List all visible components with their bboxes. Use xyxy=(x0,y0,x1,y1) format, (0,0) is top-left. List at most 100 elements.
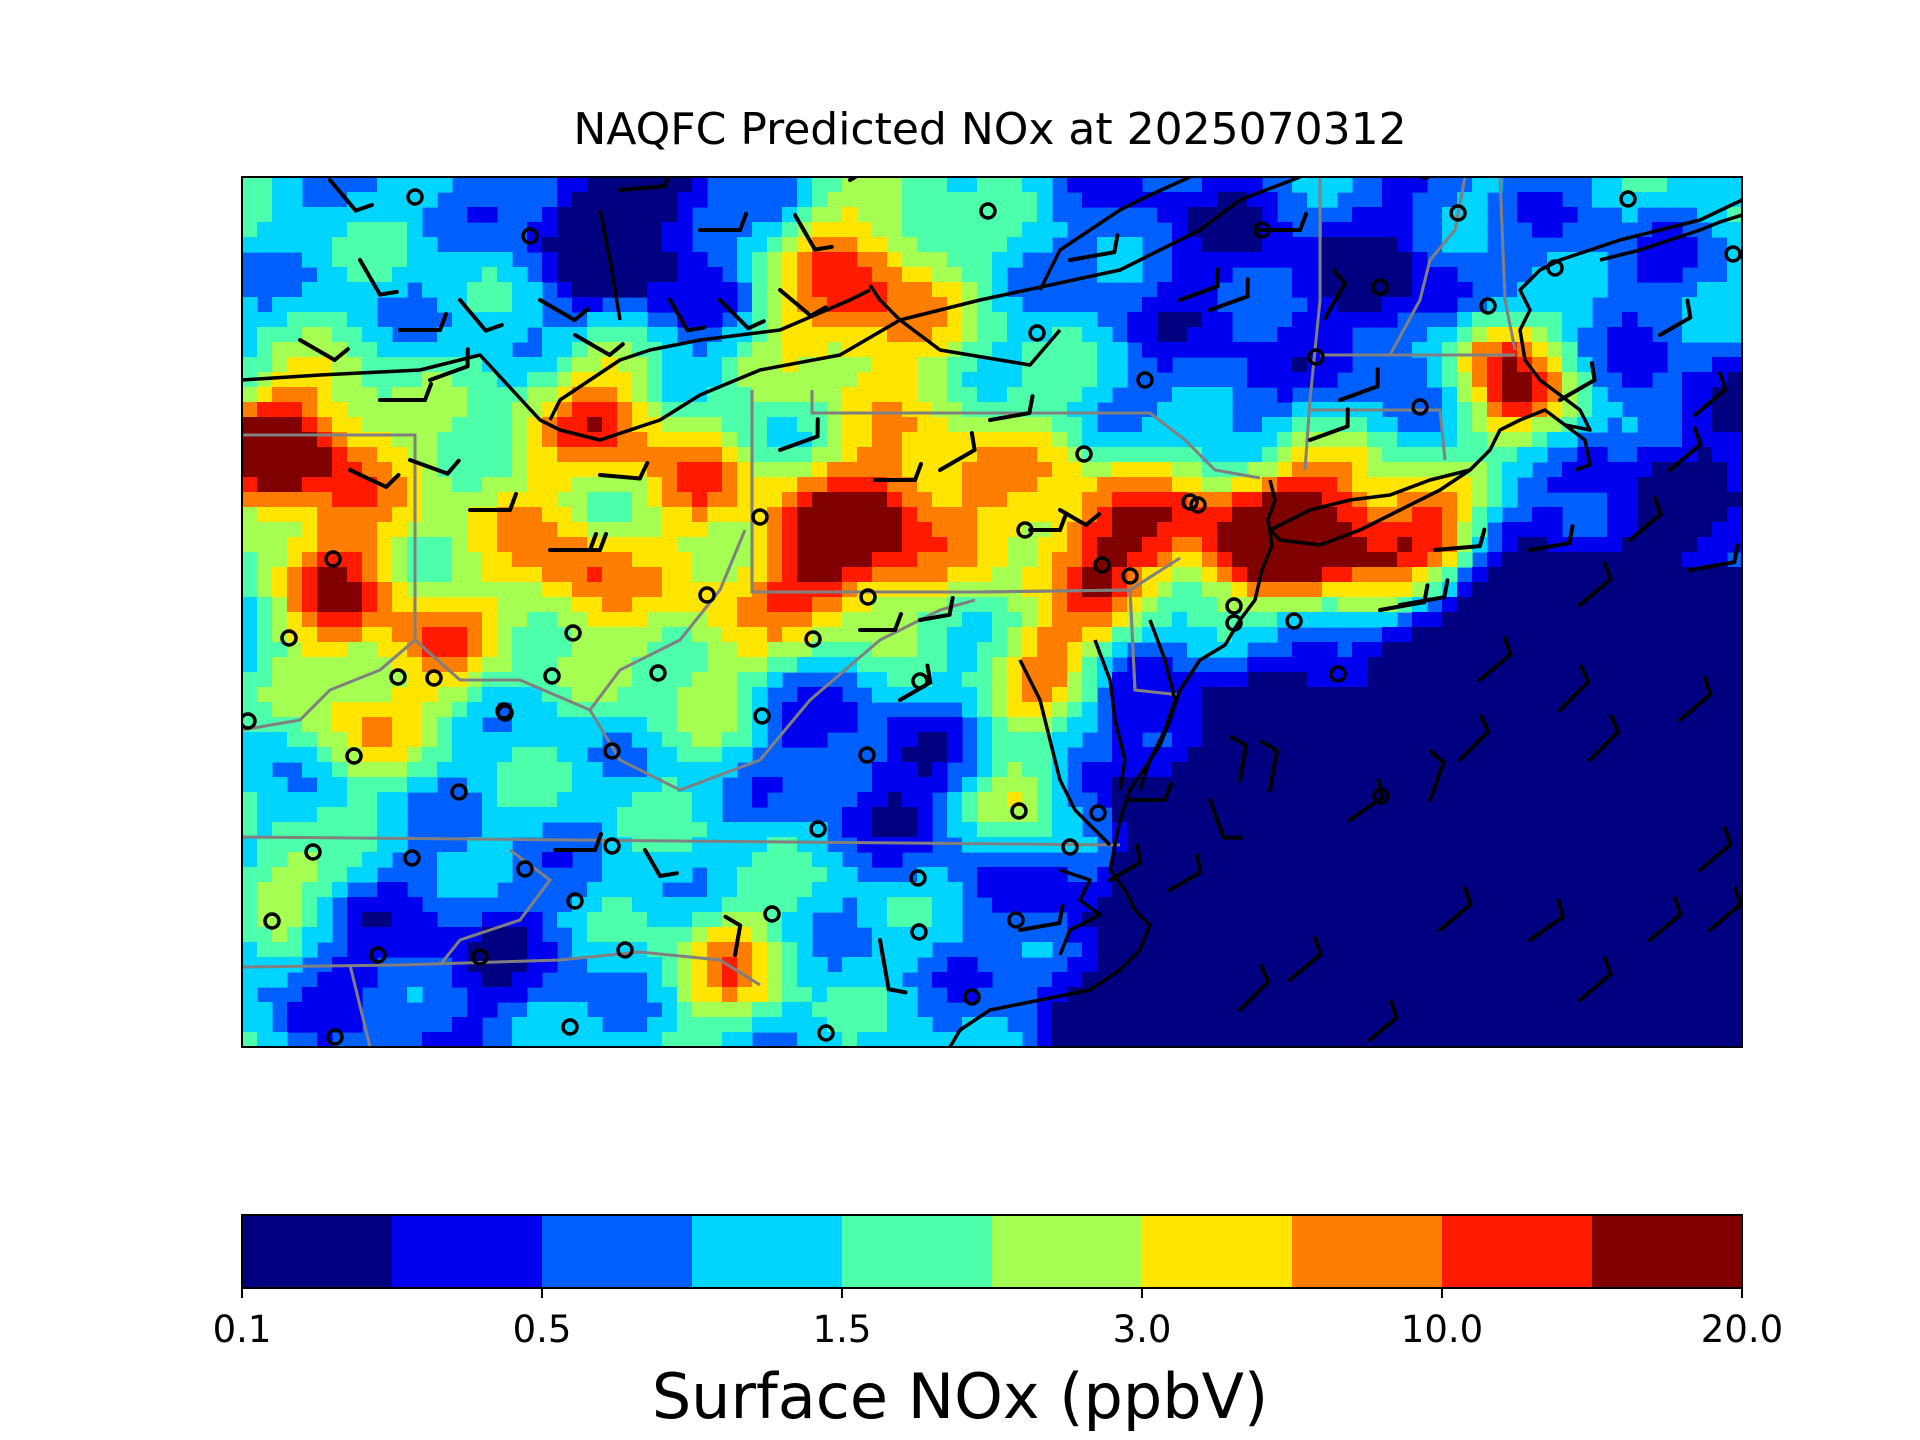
wind-barb xyxy=(298,338,350,362)
wind-barb xyxy=(538,298,590,322)
border-virginia-south xyxy=(242,835,1121,847)
wind-barb xyxy=(1578,561,1613,607)
wind-barb xyxy=(848,177,883,182)
observation-site xyxy=(561,1018,579,1036)
observation-site xyxy=(1307,348,1325,366)
cbar-tick-label: 20.0 xyxy=(1700,1308,1784,1351)
colorbar-frame xyxy=(241,1214,1743,1289)
observation-site xyxy=(804,630,822,648)
wind-barb xyxy=(1708,886,1742,932)
wind-barb xyxy=(1698,826,1733,872)
wind-barb xyxy=(1308,407,1350,442)
observation-site xyxy=(603,837,621,855)
wind-barb xyxy=(378,382,433,402)
wind-barb xyxy=(1378,583,1430,612)
wind-barb xyxy=(718,298,766,331)
observation-site xyxy=(1028,324,1046,342)
observation-site xyxy=(1136,371,1154,389)
observation-site xyxy=(516,860,534,878)
observation-site xyxy=(324,550,342,568)
cbar-tick-label: 1.5 xyxy=(812,1308,872,1351)
border-new-hampshire xyxy=(1498,177,1517,351)
border-vermont xyxy=(1388,177,1467,356)
observation-site xyxy=(1418,177,1432,180)
observation-site xyxy=(1010,802,1028,820)
nc-coast xyxy=(948,844,1152,1047)
map-title: NAQFC Predicted NOx at 2025070312 xyxy=(573,104,1407,155)
observation-site xyxy=(1724,245,1742,263)
wind-barb xyxy=(1208,277,1250,312)
wind-barb xyxy=(878,938,908,995)
observation-site xyxy=(1329,665,1347,683)
wind-barb xyxy=(858,612,903,632)
cbar-tick-label: 0.5 xyxy=(512,1308,572,1351)
wind-barb xyxy=(558,532,608,552)
wind-barb xyxy=(1058,508,1102,527)
observation-site xyxy=(1619,190,1637,208)
observation-site xyxy=(1181,493,1199,511)
wind-barb xyxy=(468,492,518,512)
observation-site xyxy=(521,227,539,245)
observation-site xyxy=(1372,787,1390,805)
observation-site xyxy=(1225,614,1243,632)
observation-site xyxy=(450,783,468,801)
observation-site xyxy=(1253,221,1271,239)
border-west-virginia xyxy=(588,529,976,792)
wind-barb xyxy=(643,848,679,878)
observation-site xyxy=(425,669,443,687)
observation-site xyxy=(817,1024,835,1042)
wind-barb xyxy=(573,333,625,357)
colorbar-ticks xyxy=(241,1288,1743,1298)
observation-site xyxy=(1075,445,1093,463)
observation-site xyxy=(751,508,769,526)
wind-barb xyxy=(1528,524,1575,552)
wind-barb xyxy=(723,914,743,957)
colorbar-segment xyxy=(392,1215,543,1288)
colorbar-segment xyxy=(992,1215,1143,1288)
colorbar-segment xyxy=(1592,1215,1743,1288)
observation-site xyxy=(1089,804,1107,822)
wind-barb xyxy=(398,312,448,332)
wind-barb xyxy=(328,178,374,213)
border-tennessee xyxy=(348,964,372,1047)
observation-site xyxy=(1016,521,1034,539)
border-va-wv-south xyxy=(438,848,553,966)
wind-barb xyxy=(428,347,470,382)
border-connecticut xyxy=(1310,408,1447,461)
wind-barb xyxy=(698,212,748,232)
wind-barb xyxy=(1693,371,1728,417)
wind-barb xyxy=(358,258,399,297)
st-lawrence xyxy=(1038,177,1191,291)
nj-ny-coast xyxy=(1113,479,1277,846)
border-virginia-kentucky xyxy=(242,638,416,732)
observation-site xyxy=(1007,911,1025,929)
wind-barb xyxy=(668,298,707,333)
wind-barb xyxy=(1208,798,1243,840)
observation-site xyxy=(304,843,322,861)
wind-barb xyxy=(348,468,401,489)
wind-barb xyxy=(918,595,955,622)
observation-site xyxy=(280,629,298,647)
observation-site xyxy=(242,712,257,730)
wind-barb xyxy=(1428,749,1446,802)
border-north-carolina xyxy=(242,950,761,987)
coastlines xyxy=(242,177,1742,1047)
observation-site xyxy=(1449,204,1467,222)
wind-barb xyxy=(1668,426,1703,472)
observation-site xyxy=(911,672,929,690)
border-virginia-north xyxy=(414,638,591,712)
observation-site xyxy=(963,988,981,1006)
wind-barb xyxy=(408,458,461,476)
wind-barb xyxy=(1128,782,1173,802)
wind-barb xyxy=(1628,496,1663,542)
wind-barb xyxy=(458,298,504,333)
wind-barb xyxy=(1433,527,1487,552)
colorbar-segment xyxy=(1142,1215,1293,1288)
wind-barb xyxy=(793,213,834,252)
lake-erie-shore xyxy=(242,177,1301,442)
observation-site xyxy=(345,747,363,765)
observation-site xyxy=(698,586,716,604)
long-island xyxy=(1268,468,1472,547)
pamlico-sound xyxy=(1058,868,1102,956)
